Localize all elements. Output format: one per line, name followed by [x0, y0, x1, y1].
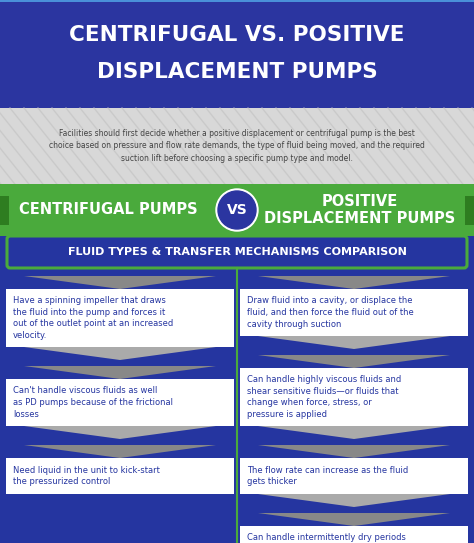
Bar — [0, 108, 474, 184]
Polygon shape — [24, 445, 216, 458]
Bar — [6, 458, 234, 494]
Bar — [240, 526, 468, 543]
Text: FLUID TYPES & TRANSFER MECHANISMS COMPARISON: FLUID TYPES & TRANSFER MECHANISMS COMPAR… — [68, 247, 406, 257]
Text: POSITIVE
DISPLACEMENT PUMPS: POSITIVE DISPLACEMENT PUMPS — [264, 194, 456, 226]
Polygon shape — [24, 426, 216, 439]
Bar — [240, 368, 468, 426]
Text: CENTRIFUGAL VS. POSITIVE: CENTRIFUGAL VS. POSITIVE — [69, 25, 405, 45]
Text: Can't handle viscous fluids as well
as PD pumps because of the frictional
losses: Can't handle viscous fluids as well as P… — [13, 386, 173, 419]
Polygon shape — [258, 445, 450, 458]
Polygon shape — [258, 355, 450, 368]
Bar — [0, 2, 474, 108]
Polygon shape — [258, 513, 450, 526]
Polygon shape — [258, 426, 450, 439]
Text: Need liquid in the unit to kick-start
the pressurized control: Need liquid in the unit to kick-start th… — [13, 465, 160, 487]
Bar — [6, 379, 234, 426]
Bar — [0, 196, 9, 225]
Text: CENTRIFUGAL PUMPS: CENTRIFUGAL PUMPS — [18, 203, 197, 218]
Polygon shape — [24, 276, 216, 289]
Bar — [0, 184, 474, 236]
Text: Can handle intermittently dry periods
and can start without being primed by
liqu: Can handle intermittently dry periods an… — [247, 533, 409, 543]
Text: DISPLACEMENT PUMPS: DISPLACEMENT PUMPS — [97, 62, 377, 82]
Text: Can handle highly viscous fluids and
shear sensitive fluids—or fluids that
chang: Can handle highly viscous fluids and she… — [247, 375, 401, 419]
Text: Facilities should first decide whether a positive displacement or centrifugal pu: Facilities should first decide whether a… — [49, 129, 425, 163]
Polygon shape — [24, 366, 216, 379]
Polygon shape — [24, 347, 216, 360]
Text: Draw fluid into a cavity, or displace the
fluid, and then force the fluid out of: Draw fluid into a cavity, or displace th… — [247, 296, 414, 329]
Text: The flow rate can increase as the fluid
gets thicker: The flow rate can increase as the fluid … — [247, 465, 408, 487]
Polygon shape — [258, 276, 450, 289]
Bar — [240, 289, 468, 336]
FancyBboxPatch shape — [7, 236, 467, 268]
Polygon shape — [258, 494, 450, 507]
Text: VS: VS — [227, 203, 247, 217]
Text: Have a spinning impeller that draws
the fluid into the pump and forces it
out of: Have a spinning impeller that draws the … — [13, 296, 173, 340]
Bar — [6, 289, 234, 347]
Bar — [465, 196, 474, 225]
Circle shape — [218, 191, 256, 229]
Circle shape — [216, 189, 258, 231]
Bar — [240, 458, 468, 494]
Polygon shape — [258, 336, 450, 349]
